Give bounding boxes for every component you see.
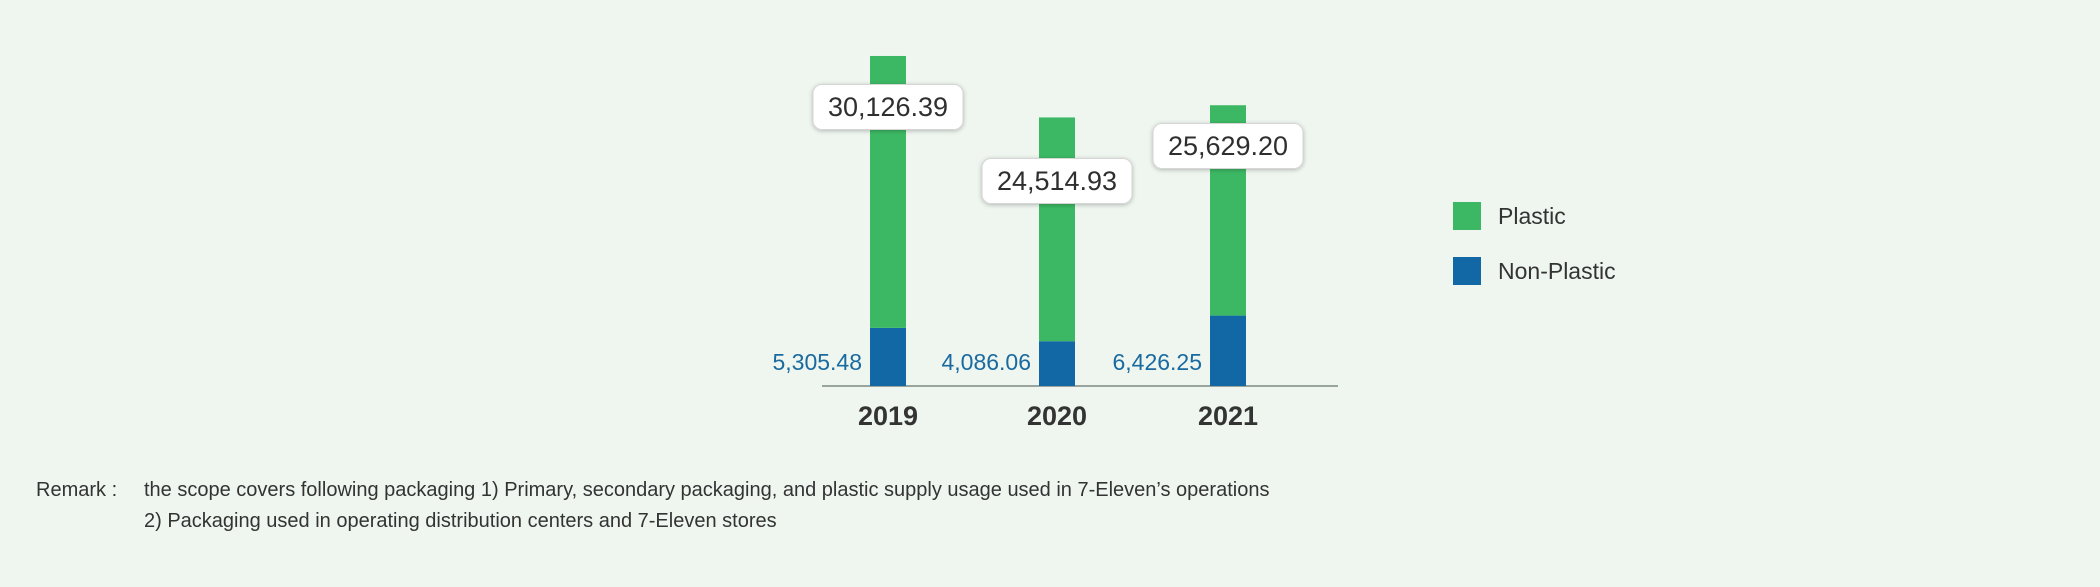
remark-label: Remark : — [36, 479, 118, 501]
remark-line-1: the scope covers following packaging 1) … — [144, 479, 1270, 501]
non-plastic-value-label-2021: 6,426.25 — [1112, 349, 1202, 375]
non-plastic-value-label-2020: 4,086.06 — [941, 349, 1031, 375]
non-plastic-value-label-2019: 5,305.48 — [772, 349, 862, 375]
total-callout-box — [981, 158, 1133, 204]
bar-non-plastic-2021 — [1210, 315, 1246, 386]
total-callout-2020: 24,514.93 — [981, 158, 1133, 204]
x-tick-label-2021: 2021 — [1198, 401, 1258, 431]
legend-label-non-plastic: Non-Plastic — [1498, 258, 1616, 284]
total-label: 24,514.93 — [997, 166, 1117, 196]
x-tick-label-2019: 2019 — [858, 401, 918, 431]
legend-label-plastic: Plastic — [1498, 203, 1566, 229]
legend-swatch-plastic — [1453, 202, 1481, 230]
total-callout-2019: 30,126.39 — [812, 84, 964, 130]
x-tick-label-2020: 2020 — [1027, 401, 1087, 431]
bar-non-plastic-2020 — [1039, 341, 1075, 386]
total-callout-box — [812, 84, 964, 130]
total-callout-2021: 25,629.20 — [1152, 123, 1304, 169]
remark-line-2: 2) Packaging used in operating distribut… — [144, 510, 777, 532]
total-label: 25,629.20 — [1168, 131, 1288, 161]
remark-note: Remark : the scope covers following pack… — [36, 475, 1269, 537]
total-label: 30,126.39 — [828, 92, 948, 122]
legend-swatch-non-plastic — [1453, 257, 1481, 285]
bar-plastic-2020 — [1039, 117, 1075, 342]
total-callout-box — [1152, 123, 1304, 169]
bar-non-plastic-2019 — [870, 327, 906, 386]
